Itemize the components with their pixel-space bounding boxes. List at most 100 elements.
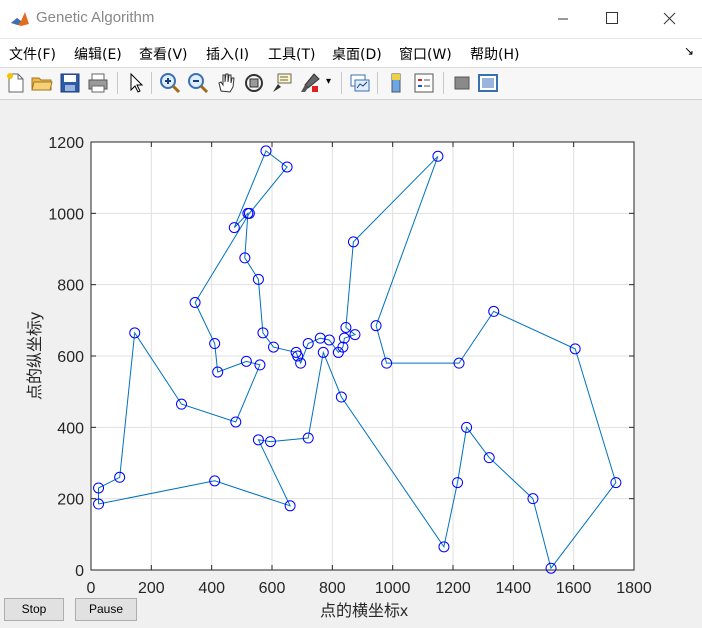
menu-bar: 文件(F) 编辑(E) 查看(V) 插入(I) 工具(T) 桌面(D) 窗口(W…	[0, 39, 702, 68]
minimize-icon	[558, 18, 568, 20]
city-marker	[453, 357, 465, 369]
open-folder-icon[interactable]	[30, 71, 54, 95]
maximize-button[interactable]	[588, 0, 634, 38]
city-marker	[545, 562, 557, 574]
x-tick-label: 1400	[496, 580, 532, 597]
city-marker	[281, 161, 293, 173]
close-button[interactable]	[646, 0, 692, 38]
close-icon	[663, 12, 676, 25]
hide-plot-tools-icon[interactable]	[450, 71, 474, 95]
pointer-icon[interactable]	[124, 71, 148, 95]
x-tick-label: 1200	[435, 580, 471, 597]
city-marker	[569, 343, 581, 355]
dock-arrow-icon[interactable]: ↘	[683, 44, 694, 58]
city-marker	[240, 355, 252, 367]
x-tick-label: 1800	[616, 580, 652, 597]
y-tick-label: 400	[57, 420, 84, 437]
city-marker	[257, 327, 269, 339]
new-file-icon[interactable]	[4, 71, 28, 95]
data-cursor-icon[interactable]	[270, 71, 294, 95]
city-marker	[176, 398, 187, 410]
city-marker	[302, 338, 314, 350]
menu-insert[interactable]: 插入(I)	[206, 47, 250, 63]
city-marker	[260, 145, 272, 157]
menu-file[interactable]: 文件(F)	[9, 47, 56, 63]
brush-icon[interactable]	[298, 71, 322, 95]
x-tick-label: 600	[259, 580, 286, 597]
toolbar-separator	[377, 72, 378, 94]
maximize-icon	[606, 12, 618, 24]
window-title: Genetic Algorithm	[36, 9, 155, 26]
stop-button[interactable]: Stop	[4, 598, 64, 621]
city-marker	[349, 329, 361, 341]
pause-button[interactable]: Pause	[75, 598, 137, 621]
city-marker	[93, 482, 105, 494]
city-marker	[268, 341, 280, 353]
x-tick-label: 0	[87, 580, 96, 597]
city-marker	[129, 327, 141, 339]
brush-dropdown-icon[interactable]: ▾	[326, 76, 332, 87]
city-marker	[114, 471, 126, 483]
tour-path	[98, 150, 617, 570]
x-tick-label: 200	[138, 580, 165, 597]
city-marker	[488, 305, 500, 317]
minimize-button[interactable]	[540, 0, 586, 38]
city-marker	[483, 452, 495, 464]
print-icon[interactable]	[86, 71, 110, 95]
axis-ticks: 0 200 400 600 800 1000 1200 1400 1600 1800 0 200 400…	[48, 135, 651, 597]
y-tick-label: 800	[57, 278, 84, 295]
toolbar-separator	[151, 72, 152, 94]
city-marker	[347, 236, 359, 248]
city-marker	[254, 359, 266, 371]
city-marker	[228, 222, 240, 234]
city-marker	[209, 338, 221, 350]
x-tick-label: 1000	[375, 580, 411, 597]
x-tick-label: 1600	[556, 580, 592, 597]
city-marker	[323, 334, 335, 346]
pan-hand-icon[interactable]	[214, 71, 238, 95]
city-marker	[452, 477, 464, 489]
city-marker	[370, 320, 382, 332]
city-marker	[527, 493, 539, 505]
menu-window[interactable]: 窗口(W)	[399, 47, 452, 63]
city-marker	[290, 346, 302, 358]
show-plot-tools-icon[interactable]	[476, 71, 500, 95]
city-marker	[239, 252, 251, 264]
menu-edit[interactable]: 编辑(E)	[74, 47, 122, 63]
zoom-in-icon[interactable]	[158, 71, 182, 95]
y-tick-label: 600	[57, 349, 84, 366]
y-tick-label: 1000	[48, 206, 84, 223]
y-tick-label: 1200	[48, 135, 84, 152]
title-bar: Genetic Algorithm	[0, 0, 702, 39]
city-markers	[93, 145, 622, 574]
toolbar-separator	[341, 72, 342, 94]
menu-tools[interactable]: 工具(T)	[268, 47, 316, 63]
menu-view[interactable]: 查看(V)	[139, 47, 188, 63]
toolbar-separator	[443, 72, 444, 94]
city-marker	[252, 434, 264, 446]
city-marker	[189, 297, 201, 308]
city-marker	[335, 391, 347, 403]
city-marker	[332, 346, 344, 358]
matlab-logo-icon	[10, 9, 30, 29]
city-marker	[284, 500, 296, 512]
y-tick-label: 200	[57, 492, 84, 509]
city-marker	[317, 346, 329, 358]
zoom-out-icon[interactable]	[186, 71, 210, 95]
city-marker	[381, 357, 393, 369]
legend-icon[interactable]	[412, 71, 436, 95]
city-marker	[461, 421, 473, 433]
city-marker	[302, 432, 314, 444]
rotate-3d-icon[interactable]	[242, 71, 266, 95]
link-plot-icon[interactable]	[348, 71, 372, 95]
city-marker	[338, 332, 350, 344]
menu-desktop[interactable]: 桌面(D)	[332, 47, 382, 63]
save-icon[interactable]	[58, 71, 82, 95]
x-tick-label: 800	[319, 580, 346, 597]
colorbar-icon[interactable]	[384, 71, 408, 95]
city-marker	[438, 541, 450, 553]
toolbar-separator	[117, 72, 118, 94]
city-marker	[230, 416, 242, 428]
menu-help[interactable]: 帮助(H)	[470, 47, 520, 63]
